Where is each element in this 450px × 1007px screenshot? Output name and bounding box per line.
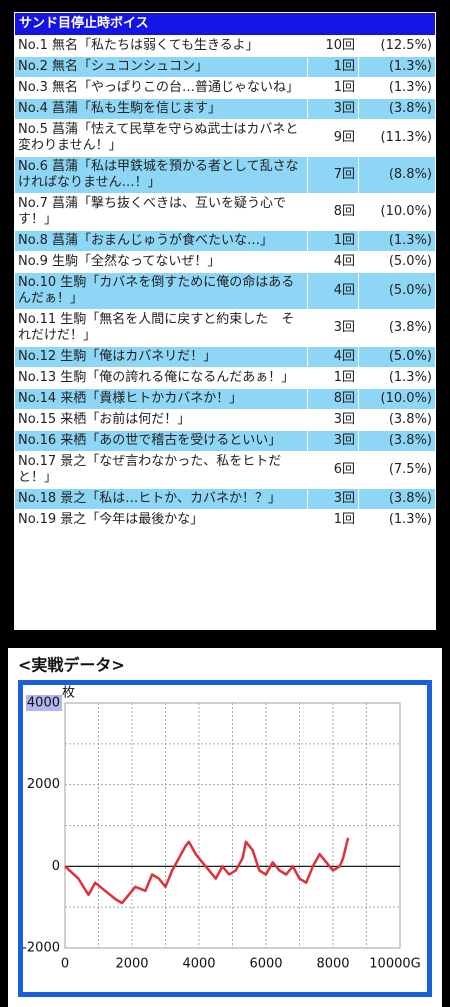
voice-percent: (10.0%) bbox=[358, 388, 436, 410]
voice-table: サンド目停止時ボイス No.1 無名「私たちは弱くても生きるよ」 10回 (12.5… bbox=[14, 12, 436, 531]
voice-row: No.19 景之「今年は最後かな」 1回 (1.3%) bbox=[14, 509, 436, 531]
voice-percent: (3.8%) bbox=[358, 98, 436, 120]
voice-count: 3回 bbox=[307, 309, 359, 347]
voice-count: 8回 bbox=[307, 388, 359, 410]
voice-row: No.5 菖蒲「怯えて民草を守らぬ武士はカバネと変わりません！」 9回 (11.3%… bbox=[14, 119, 436, 157]
voice-percent: (1.3%) bbox=[358, 230, 436, 252]
voice-text: No.13 生駒「俺の誇れる俺になるんだあぁ！」 bbox=[14, 367, 308, 389]
voice-count: 4回 bbox=[307, 251, 359, 273]
voice-row: No.3 無名「やっぱりこの台…普通じゃないね」 1回 (1.3%) bbox=[14, 77, 436, 99]
voice-row: No.16 来栖「あの世で稽古を受けるといい」 3回 (3.8%) bbox=[14, 430, 436, 452]
voice-percent: (3.8%) bbox=[358, 430, 436, 452]
voice-text: No.7 菖蒲「撃ち抜くべきは、互いを疑う心です！」 bbox=[14, 193, 308, 231]
voice-row: No.15 来栖「お前は何だ！」 3回 (3.8%) bbox=[14, 409, 436, 431]
x-tick-label: 4000 bbox=[182, 957, 215, 972]
voice-count: 6回 bbox=[307, 451, 359, 489]
voice-percent: (1.3%) bbox=[358, 367, 436, 389]
tick-highlight bbox=[26, 695, 62, 711]
x-tick-label: 6000 bbox=[249, 957, 282, 972]
voice-count: 1回 bbox=[307, 230, 359, 252]
voice-percent: (8.8%) bbox=[358, 156, 436, 194]
voice-text: No.17 景之「なぜ言わなかった、私をヒトだと！」 bbox=[14, 451, 308, 489]
voice-count: 3回 bbox=[307, 409, 359, 431]
voice-text: No.8 菖蒲「おまんじゅうが食べたいな…」 bbox=[14, 230, 308, 252]
x-tick-label: 10000G bbox=[369, 957, 420, 972]
voice-percent: (5.0%) bbox=[358, 272, 436, 310]
y-tick-label: 2000 bbox=[27, 777, 60, 792]
voice-text: No.10 生駒「カバネを倒すために俺の命はあるんだぁ！」 bbox=[14, 272, 308, 310]
y-tick-label: 4000 bbox=[27, 696, 60, 711]
x-tick-label: 8000 bbox=[316, 957, 349, 972]
voice-row: No.9 生駒「全然なってないぜ！」 4回 (5.0%) bbox=[14, 251, 436, 273]
voice-percent: (5.0%) bbox=[358, 346, 436, 368]
voice-percent: (12.5%) bbox=[358, 35, 436, 57]
voice-count: 8回 bbox=[307, 193, 359, 231]
voice-text: No.4 菖蒲「私も生駒を信じます」 bbox=[14, 98, 308, 120]
voice-percent: (1.3%) bbox=[358, 77, 436, 99]
voice-text: No.9 生駒「全然なってないぜ！」 bbox=[14, 251, 308, 273]
voice-count: 3回 bbox=[307, 98, 359, 120]
voice-percent: (11.3%) bbox=[358, 119, 436, 157]
y-unit: 枚 bbox=[62, 686, 75, 701]
chart-frame bbox=[18, 680, 432, 997]
voice-count: 1回 bbox=[307, 56, 359, 78]
voice-row: No.11 生駒「無名を人間に戻すと約束した それだけだ！」 3回 (3.8%) bbox=[14, 309, 436, 347]
voice-row: No.12 生駒「俺はカバネリだ！」 4回 (5.0%) bbox=[14, 346, 436, 368]
x-tick-label: 2000 bbox=[115, 957, 148, 972]
voice-table-panel: サンド目停止時ボイス No.1 無名「私たちは弱くても生きるよ」 10回 (12.5… bbox=[14, 12, 436, 630]
voice-percent: (1.3%) bbox=[358, 509, 436, 531]
voice-count: 1回 bbox=[307, 509, 359, 531]
voice-percent: (3.8%) bbox=[358, 488, 436, 510]
voice-text: No.16 来栖「あの世で稽古を受けるといい」 bbox=[14, 430, 308, 452]
table-title: サンド目停止時ボイス bbox=[14, 12, 436, 36]
voice-row: No.17 景之「なぜ言わなかった、私をヒトだと！」 6回 (7.5%) bbox=[14, 451, 436, 489]
voice-percent: (3.8%) bbox=[358, 409, 436, 431]
voice-count: 1回 bbox=[307, 367, 359, 389]
voice-row: No.8 菖蒲「おまんじゅうが食べたいな…」 1回 (1.3%) bbox=[14, 230, 436, 252]
voice-row: No.7 菖蒲「撃ち抜くべきは、互いを疑う心です！」 8回 (10.0%) bbox=[14, 193, 436, 231]
voice-count: 1回 bbox=[307, 77, 359, 99]
voice-row: No.2 無名「シュコンシュコン」 1回 (1.3%) bbox=[14, 56, 436, 78]
voice-percent: (3.8%) bbox=[358, 309, 436, 347]
voice-row: No.13 生駒「俺の誇れる俺になるんだあぁ！」 1回 (1.3%) bbox=[14, 367, 436, 389]
voice-count: 4回 bbox=[307, 346, 359, 368]
voice-text: No.1 無名「私たちは弱くても生きるよ」 bbox=[14, 35, 308, 57]
voice-percent: (7.5%) bbox=[358, 451, 436, 489]
voice-row: No.18 景之「私は…ヒトか、カバネか！？」 3回 (3.8%) bbox=[14, 488, 436, 510]
voice-row: No.6 菖蒲「私は甲鉄城を預かる者として乱さなければなりません…！」 7回 (8.… bbox=[14, 156, 436, 194]
voice-row: No.14 来栖「貴様ヒトかカバネか！」 8回 (10.0%) bbox=[14, 388, 436, 410]
y-tick-label: -2000 bbox=[22, 941, 60, 956]
voice-text: No.5 菖蒲「怯えて民草を守らぬ武士はカバネと変わりません！」 bbox=[14, 119, 308, 157]
voice-text: No.15 来栖「お前は何だ！」 bbox=[14, 409, 308, 431]
voice-percent: (1.3%) bbox=[358, 56, 436, 78]
voice-percent: (10.0%) bbox=[358, 193, 436, 231]
voice-row: No.4 菖蒲「私も生駒を信じます」 3回 (3.8%) bbox=[14, 98, 436, 120]
voice-count: 9回 bbox=[307, 119, 359, 157]
voice-text: No.6 菖蒲「私は甲鉄城を預かる者として乱さなければなりません…！」 bbox=[14, 156, 308, 194]
voice-percent: (5.0%) bbox=[358, 251, 436, 273]
voice-text: No.14 来栖「貴様ヒトかカバネか！」 bbox=[14, 388, 308, 410]
data-line bbox=[64, 837, 350, 905]
voice-text: No.2 無名「シュコンシュコン」 bbox=[14, 56, 308, 78]
voice-text: No.18 景之「私は…ヒトか、カバネか！？」 bbox=[14, 488, 308, 510]
voice-count: 10回 bbox=[307, 35, 359, 57]
voice-row: No.1 無名「私たちは弱くても生きるよ」 10回 (12.5%) bbox=[14, 35, 436, 57]
voice-count: 4回 bbox=[307, 272, 359, 310]
voice-count: 3回 bbox=[307, 488, 359, 510]
voice-count: 7回 bbox=[307, 156, 359, 194]
voice-text: No.12 生駒「俺はカバネリだ！」 bbox=[14, 346, 308, 368]
x-tick-label: 0 bbox=[61, 957, 69, 972]
y-tick-label: 0 bbox=[52, 859, 60, 874]
voice-text: No.3 無名「やっぱりこの台…普通じゃないね」 bbox=[14, 77, 308, 99]
voice-count: 3回 bbox=[307, 430, 359, 452]
voice-text: No.11 生駒「無名を人間に戻すと約束した それだけだ！」 bbox=[14, 309, 308, 347]
voice-row: No.10 生駒「カバネを倒すために俺の命はあるんだぁ！」 4回 (5.0%) bbox=[14, 272, 436, 310]
voice-text: No.19 景之「今年は最後かな」 bbox=[14, 509, 308, 531]
chart-title: <実戦データ> bbox=[18, 656, 125, 675]
